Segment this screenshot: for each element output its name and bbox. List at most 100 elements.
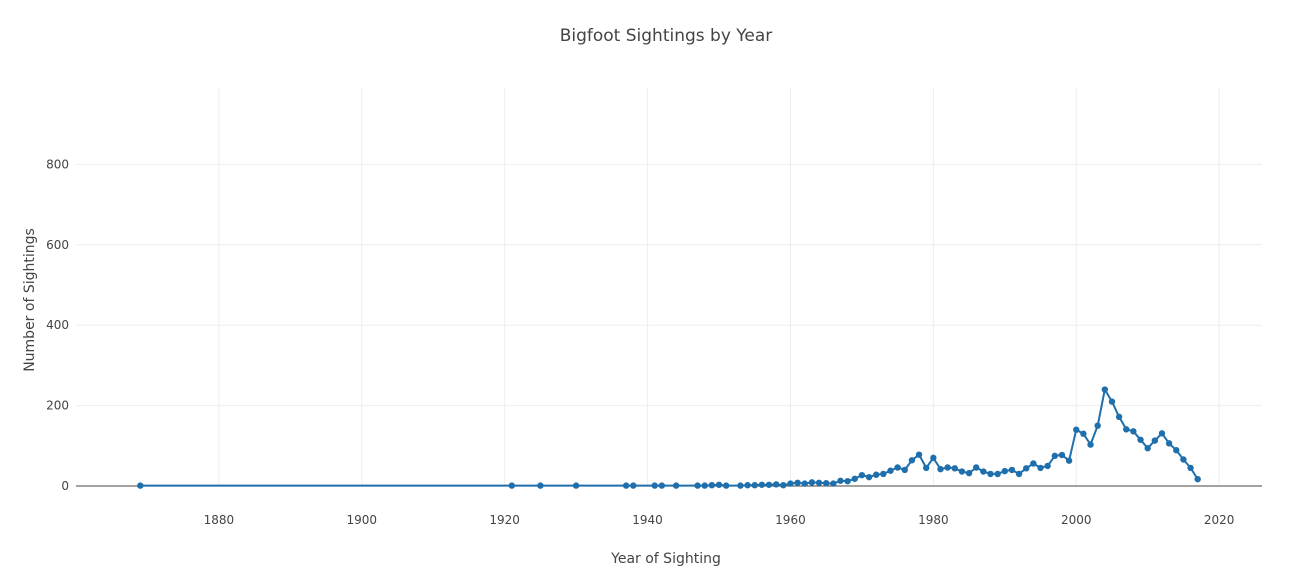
data-point[interactable] [622,482,630,489]
data-point[interactable] [658,482,666,489]
data-point[interactable] [758,481,766,488]
data-point[interactable] [901,466,908,474]
data-point[interactable] [780,481,787,489]
data-point[interactable] [1180,456,1187,463]
data-point[interactable] [887,467,894,474]
data-point[interactable] [851,475,858,482]
data-point[interactable] [715,481,723,488]
data-point[interactable] [572,482,580,489]
data-point[interactable] [1030,460,1037,467]
data-point[interactable] [651,482,658,489]
data-point[interactable] [787,480,794,487]
x-gridlines [218,88,1220,486]
y-tick-label: 0 [61,479,69,493]
data-point[interactable] [880,470,887,478]
y-tick-label: 200 [46,399,69,413]
data-point[interactable] [1065,457,1073,464]
data-point[interactable] [908,457,916,464]
x-tick-label: 1900 [347,513,378,527]
data-point[interactable] [537,482,544,489]
data-point[interactable] [751,481,758,489]
data-point[interactable] [1144,445,1151,452]
data-point[interactable] [1044,462,1051,470]
data-point[interactable] [915,451,923,458]
data-point[interactable] [1094,422,1101,429]
data-point[interactable] [994,470,1001,478]
data-point[interactable] [1108,398,1116,405]
data-point[interactable] [672,482,680,489]
data-point[interactable] [801,480,808,487]
data-point[interactable] [1158,430,1166,437]
data-point[interactable] [772,481,780,488]
data-point[interactable] [944,464,951,471]
data-point[interactable] [830,480,837,487]
data-point[interactable] [722,482,730,489]
data-point[interactable] [1130,428,1137,435]
data-point[interactable] [837,477,844,484]
x-tick-label: 1880 [204,513,235,527]
data-point[interactable] [1173,447,1180,454]
series-line [140,388,1199,487]
data-point[interactable] [858,471,866,479]
data-point[interactable] [987,470,994,478]
x-tick-label: 1980 [918,513,949,527]
data-point[interactable] [1080,430,1087,437]
x-tick-label: 1960 [775,513,806,527]
x-tick-label: 1920 [489,513,520,527]
x-tick-labels: 1880 1900 1920 1940 1960 1980 2000 2020 [204,513,1235,527]
x-axis-title: Year of Sighting [610,551,721,567]
y-tick-label: 400 [46,318,69,332]
x-tick-label: 2000 [1061,513,1092,527]
data-point[interactable] [808,479,816,486]
data-point[interactable] [1008,466,1016,474]
data-point[interactable] [1037,464,1044,472]
data-point[interactable] [708,481,716,489]
data-point[interactable] [765,481,773,488]
data-point[interactable] [923,464,930,472]
data-point[interactable] [737,482,744,489]
data-point[interactable] [701,482,708,489]
data-point[interactable] [951,465,958,472]
data-point[interactable] [630,482,637,489]
data-point[interactable] [1123,426,1130,433]
data-point[interactable] [872,471,880,478]
data-point[interactable] [958,468,966,475]
data-point[interactable] [1023,465,1030,472]
data-point[interactable] [973,464,980,471]
data-point[interactable] [865,473,873,481]
data-point[interactable] [965,469,973,477]
data-point[interactable] [822,479,830,487]
data-point[interactable] [1051,452,1059,460]
y-tick-label: 800 [46,157,69,171]
data-point[interactable] [894,464,901,471]
data-point[interactable] [1087,441,1094,448]
data-point[interactable] [1015,470,1023,478]
y-tick-label: 600 [46,238,69,252]
data-point[interactable] [1137,436,1144,443]
data-point[interactable] [1194,475,1201,483]
data-point[interactable] [980,468,987,475]
data-point[interactable] [1058,451,1066,459]
data-point[interactable] [137,482,144,489]
data-point[interactable] [508,482,516,489]
data-point[interactable] [794,479,801,486]
y-axis-title: Number of Sightings [22,228,38,372]
chart-title: Bigfoot Sightings by Year [560,26,773,46]
data-point[interactable] [844,477,851,485]
data-point[interactable] [1187,464,1194,472]
data-point[interactable] [1001,467,1008,475]
data-point[interactable] [937,465,944,473]
x-tick-label: 1940 [632,513,663,527]
data-point[interactable] [694,482,701,489]
data-point[interactable] [1073,426,1080,433]
data-point[interactable] [930,454,937,462]
data-point[interactable] [1151,437,1159,444]
data-point[interactable] [1101,386,1109,393]
series-layer [137,386,1201,489]
data-point[interactable] [744,481,751,489]
data-point[interactable] [815,479,823,486]
data-point[interactable] [1165,440,1173,447]
data-point[interactable] [1115,413,1123,421]
x-tick-label: 2020 [1204,513,1235,527]
